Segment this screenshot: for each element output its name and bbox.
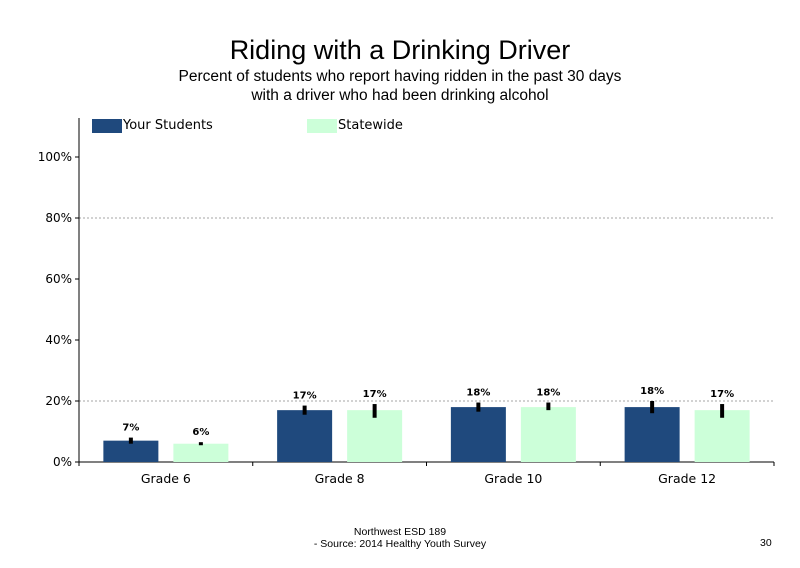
data-label-statewide: 6%: [192, 427, 209, 438]
bar-your-students-grade-8: [277, 410, 333, 462]
chart-subtitle: Percent of students who report having ri…: [178, 68, 622, 104]
chart-title: Riding with a Drinking Driver: [229, 35, 571, 65]
bar-statewide-grade-8: [347, 410, 403, 462]
data-label-your-students: 17%: [293, 391, 317, 402]
data-label-statewide: 17%: [363, 389, 387, 400]
bar-statewide-grade-12: [694, 410, 750, 462]
legend-label-statewide: Statewide: [338, 118, 403, 133]
data-label-your-students: 7%: [122, 423, 139, 434]
legend-label-your-students: Your Students: [123, 118, 213, 133]
data-label-your-students: 18%: [640, 386, 664, 397]
bar-your-students-grade-12: [624, 407, 680, 462]
y-tick-label: 0%: [53, 455, 72, 469]
x-tick-label: Grade 12: [658, 471, 716, 486]
x-tick-label: Grade 10: [484, 471, 542, 486]
x-tick-label: Grade 8: [315, 471, 365, 486]
x-tick-label: Grade 6: [141, 471, 191, 486]
legend-swatch-statewide: [307, 119, 337, 133]
y-tick-label: 40%: [45, 333, 72, 347]
footer-organization: Northwest ESD 189: [353, 526, 447, 538]
y-tick-label: 60%: [45, 272, 72, 286]
data-label-statewide: 18%: [536, 388, 560, 399]
bar-statewide-grade-6: [173, 443, 229, 462]
y-tick-label: 20%: [45, 394, 72, 408]
page-number: 30: [760, 537, 772, 549]
footer-source: Northwest ESD 189 - Source: 2014 Healthy…: [0, 526, 800, 550]
y-tick-label: 100%: [38, 150, 72, 164]
legend-swatch-your-students: [92, 119, 122, 133]
bar-your-students-grade-10: [450, 407, 506, 462]
footer-source-line: - Source: 2014 Healthy Youth Survey: [313, 538, 487, 550]
data-label-your-students: 18%: [466, 388, 490, 399]
bar-your-students-grade-6: [103, 440, 159, 462]
data-label-statewide: 17%: [710, 389, 734, 400]
bar-statewide-grade-10: [520, 407, 576, 462]
y-tick-label: 80%: [45, 211, 72, 225]
